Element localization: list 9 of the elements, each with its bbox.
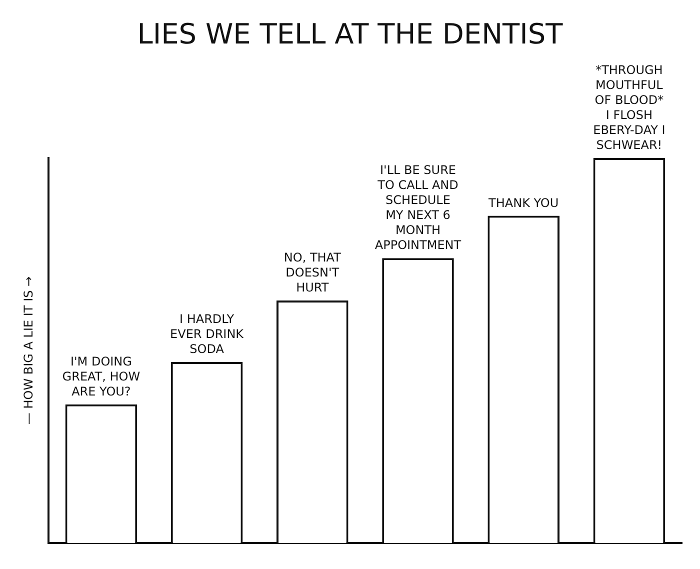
chart-title: LIES WE TELL AT THE DENTIST <box>137 17 564 50</box>
x-tick-label: I FLOSH EBERY-DAY I SCHWEAR! <box>593 108 666 152</box>
y-axis-title: — HOW BIG A LIE IT IS → <box>21 276 36 425</box>
x-tick-label: I'LL BE SURE TO CALL AND SCHEDULE MY NEXT 6 MONTH APPOINTMENT <box>374 163 462 252</box>
x-tick-label: I'M DOING GREAT, HOW ARE YOU? <box>62 354 140 399</box>
x-tick-label: NO, THAT DOESN'T HURT <box>284 250 342 295</box>
text: *THROUGH MOUTHFUL OF BLOOD* <box>594 63 664 108</box>
x-tick-label: THANK YOU <box>488 196 559 210</box>
x-tick-label: I HARDLY EVER DRINK SODA <box>170 312 245 356</box>
